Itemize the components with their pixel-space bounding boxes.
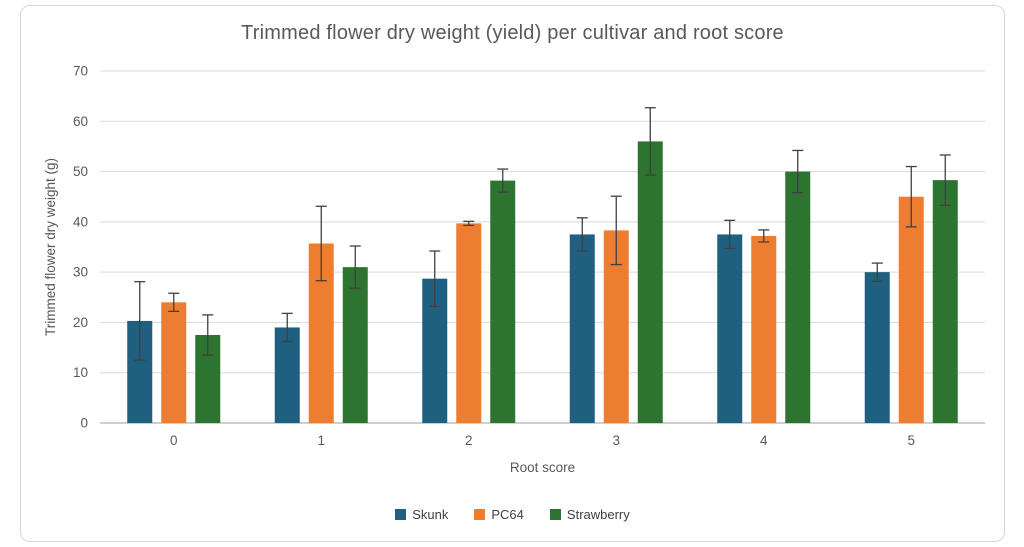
x-tick-label-3: 3 [612,433,620,448]
x-tick-label-1: 1 [317,433,325,448]
legend-label: Strawberry [566,507,630,522]
y-tick-label-70: 70 [73,64,88,79]
x-tick-label-5: 5 [907,433,915,448]
y-tick-label-50: 50 [73,164,88,179]
bar-strawberry-4 [785,171,811,423]
bar-strawberry-2 [490,180,516,423]
legend-item-strawberry: Strawberry [549,507,630,522]
legend-swatch-strawberry [549,509,561,520]
y-tick-label-0: 0 [80,416,88,431]
bar-skunk-3 [569,234,595,423]
bar-pc64-2 [456,223,482,423]
bar-strawberry-3 [637,141,663,423]
y-tick-label-10: 10 [73,365,88,380]
y-tick-label-30: 30 [73,265,88,280]
bar-skunk-1 [274,327,300,423]
x-axis-title: Root score [510,460,575,475]
legend-item-pc64: PC64 [474,507,524,522]
bar-pc64-4 [751,235,777,423]
bar-pc64-5 [898,196,924,423]
bar-skunk-5 [864,272,890,423]
bar-strawberry-1 [342,267,368,423]
legend-item-skunk: Skunk [395,507,448,522]
y-axis-title: Trimmed flower dry weight (g) [43,158,58,336]
y-tick-label-60: 60 [73,114,88,129]
legend-swatch-pc64 [474,509,486,520]
bar-pc64-0 [161,302,187,423]
x-tick-label-0: 0 [170,433,178,448]
legend-label: PC64 [491,507,524,522]
legend-swatch-skunk [395,509,407,520]
legend-label: Skunk [412,507,449,522]
chart-legend: Skunk PC64 Strawberry [20,507,1005,522]
y-tick-label-40: 40 [73,214,88,229]
bar-strawberry-5 [932,180,958,423]
y-tick-label-20: 20 [73,315,88,330]
bar-skunk-4 [717,234,743,423]
chart-title: Trimmed flower dry weight (yield) per cu… [241,22,784,44]
x-tick-label-4: 4 [760,433,768,448]
x-tick-label-2: 2 [465,433,473,448]
